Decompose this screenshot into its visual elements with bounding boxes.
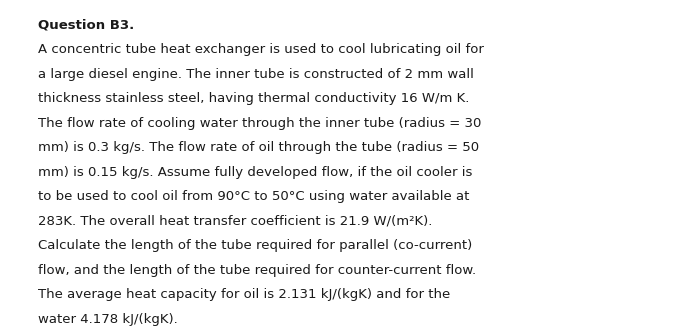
- Text: The average heat capacity for oil is 2.131 kJ/(kgK) and for the: The average heat capacity for oil is 2.1…: [38, 288, 451, 301]
- Text: mm) is 0.15 kg/s. Assume fully developed flow, if the oil cooler is: mm) is 0.15 kg/s. Assume fully developed…: [38, 166, 473, 179]
- Text: water 4.178 kJ/(kgK).: water 4.178 kJ/(kgK).: [38, 313, 178, 326]
- Text: The flow rate of cooling water through the inner tube (radius = 30: The flow rate of cooling water through t…: [38, 117, 482, 130]
- Text: a large diesel engine. The inner tube is constructed of 2 mm wall: a large diesel engine. The inner tube is…: [38, 68, 475, 81]
- Text: thickness stainless steel, having thermal conductivity 16 W/m K.: thickness stainless steel, having therma…: [38, 92, 470, 105]
- Text: mm) is 0.3 kg/s. The flow rate of oil through the tube (radius = 50: mm) is 0.3 kg/s. The flow rate of oil th…: [38, 141, 480, 154]
- Text: A concentric tube heat exchanger is used to cool lubricating oil for: A concentric tube heat exchanger is used…: [38, 43, 484, 56]
- Text: Calculate the length of the tube required for parallel (co-current): Calculate the length of the tube require…: [38, 239, 472, 252]
- Text: to be used to cool oil from 90°C to 50°C using water available at: to be used to cool oil from 90°C to 50°C…: [38, 190, 470, 203]
- Text: 283K. The overall heat transfer coefficient is 21.9 W/(m²K).: 283K. The overall heat transfer coeffici…: [38, 215, 433, 228]
- Text: flow, and the length of the tube required for counter-current flow.: flow, and the length of the tube require…: [38, 264, 477, 277]
- Text: Question B3.: Question B3.: [38, 18, 134, 32]
